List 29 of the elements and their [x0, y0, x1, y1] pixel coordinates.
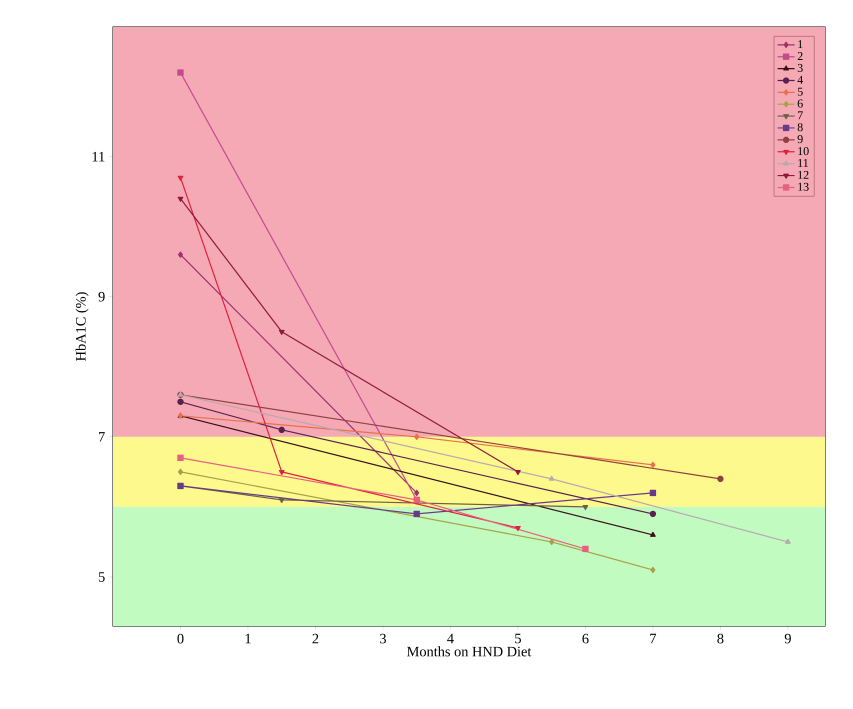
x-tick-label: 6: [582, 634, 589, 644]
x-tick-label: 8: [717, 634, 724, 644]
legend-label: 11: [798, 158, 808, 167]
y-tick-label: 11: [92, 152, 104, 162]
x-axis-title: Months on HND Diet: [407, 646, 532, 656]
legend-label: 3: [798, 64, 803, 72]
legend-label: 1: [798, 40, 802, 48]
y-axis-title: HbA1C (%): [76, 292, 89, 361]
legend-label: 9: [798, 135, 803, 144]
legend-label: 7: [798, 111, 803, 120]
legend-label: 6: [798, 100, 803, 108]
legend-label: 4: [797, 76, 803, 84]
x-tick-label: 9: [784, 634, 791, 644]
legend-label: 2: [798, 52, 803, 60]
y-tick-label: 5: [98, 572, 105, 582]
x-tick-label: 7: [650, 634, 656, 644]
x-tick-label: 2: [312, 634, 318, 644]
legend-label: 10: [798, 147, 809, 156]
legend-label: 12: [798, 170, 808, 179]
x-tick-label: 4: [447, 634, 454, 644]
x-tick-label: 3: [380, 634, 386, 644]
legend-label: 8: [798, 123, 803, 132]
y-tick-label: 7: [99, 432, 105, 442]
x-tick-label: 1: [246, 634, 251, 644]
x-tick-label: 0: [177, 634, 184, 644]
legend-label: 5: [798, 88, 803, 96]
y-tick-label: 9: [98, 292, 105, 302]
x-tick-label: 5: [515, 634, 521, 644]
legend-label: 13: [798, 182, 809, 191]
